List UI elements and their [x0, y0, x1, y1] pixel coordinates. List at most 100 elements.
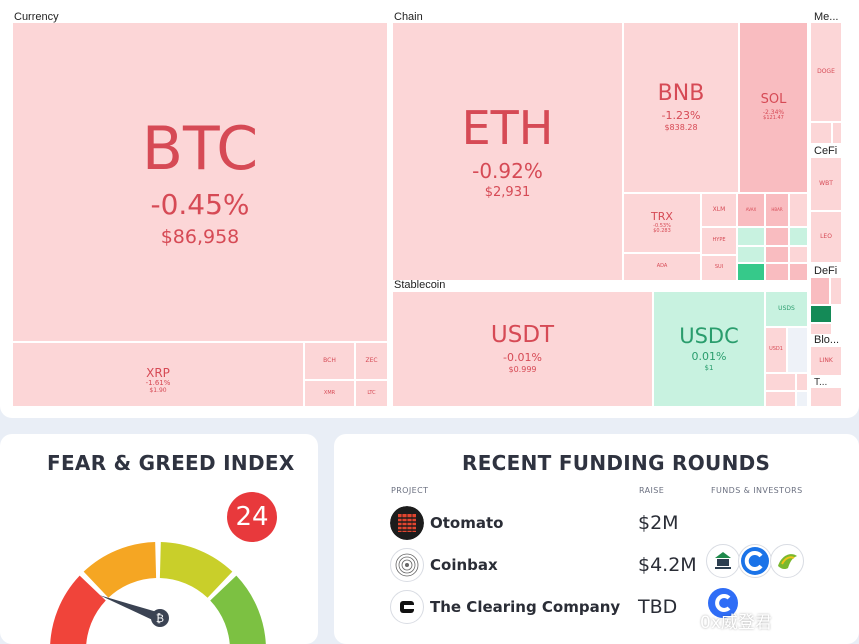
- section-label-more: T...: [814, 377, 828, 388]
- funding-title: RECENT FUNDING ROUNDS: [462, 451, 771, 475]
- tile-xmr-symbol: XMR: [323, 389, 336, 396]
- investor-c-logo[interactable]: [738, 544, 772, 578]
- gauge-segment: [83, 542, 157, 598]
- tile-xrp[interactable]: XRP -1.61% $1.90: [13, 343, 303, 406]
- tile-defi-small-1[interactable]: [811, 278, 829, 304]
- tile-defi-small-2[interactable]: [831, 278, 841, 304]
- tile-sui-symbol: SUI: [714, 264, 724, 271]
- tile-avax[interactable]: AVAX: [738, 194, 764, 226]
- tile-stable-small-5[interactable]: [797, 392, 807, 406]
- fear-greed-title: FEAR & GREED INDEX: [47, 451, 295, 475]
- project-name[interactable]: The Clearing Company: [430, 598, 621, 616]
- tile-chain-small-9[interactable]: [766, 264, 788, 280]
- raise-amount: $4.2M: [638, 554, 697, 576]
- tile-stable-small-1[interactable]: [788, 328, 807, 372]
- tile-ada-symbol: ADA: [656, 263, 668, 270]
- section-label-defi: DeFi: [814, 265, 838, 277]
- tile-sol-symbol: SOL: [760, 92, 787, 108]
- tile-chain-small-1[interactable]: [790, 194, 807, 226]
- tile-bnb-symbol: BNB: [657, 81, 705, 107]
- tile-hype-symbol: HYPE: [712, 237, 726, 244]
- tile-trx-price: $0.283: [653, 228, 671, 235]
- tile-wbt[interactable]: WBT: [811, 158, 841, 210]
- watermark-text: 0x威登君: [700, 613, 772, 633]
- raise-amount: TBD: [638, 596, 678, 618]
- tile-bnb[interactable]: BNB -1.23% $838.28: [624, 23, 738, 192]
- tile-btc-price: $86,958: [160, 225, 240, 248]
- tile-usds-symbol: USDS: [778, 304, 795, 312]
- clearing-company-logo[interactable]: [390, 590, 424, 624]
- tile-doge[interactable]: DOGE: [811, 23, 841, 121]
- tile-usdc[interactable]: USDC 0.01% $1: [654, 292, 764, 406]
- tile-chain-small-6[interactable]: [766, 247, 788, 262]
- tile-stable-small-2[interactable]: [766, 374, 795, 390]
- tile-chain-small-4[interactable]: [790, 228, 807, 245]
- tile-sol-change: -2.34%: [762, 108, 785, 116]
- tile-chain-small-3[interactable]: [766, 228, 788, 245]
- tile-chain-small-5[interactable]: [738, 247, 764, 262]
- tile-usdc-change: 0.01%: [691, 350, 727, 364]
- gauge-needle-pointer: [99, 595, 162, 623]
- tile-meme-small-2[interactable]: [833, 123, 841, 143]
- tile-eth[interactable]: ETH -0.92% $2,931: [393, 23, 622, 280]
- tile-usdc-symbol: USDC: [679, 324, 739, 349]
- tile-chain-small-10[interactable]: [790, 264, 807, 280]
- tile-bch[interactable]: BCH: [305, 343, 354, 379]
- section-label-meme: Me...: [814, 11, 839, 23]
- tile-usds[interactable]: USDS: [766, 292, 807, 326]
- tile-defi-small-3[interactable]: [811, 306, 831, 322]
- tile-zec[interactable]: ZEC: [356, 343, 387, 379]
- tile-xlm-symbol: XLM: [712, 205, 726, 213]
- tile-more-small-1[interactable]: [811, 388, 841, 406]
- gauge-segment: [210, 575, 266, 644]
- tile-chain-small-2[interactable]: [738, 228, 764, 245]
- tile-stable-small-3[interactable]: [797, 374, 807, 390]
- gauge-needle: ₿: [99, 595, 169, 627]
- tile-btc-symbol: BTC: [141, 114, 259, 185]
- tile-trx-symbol: TRX: [651, 210, 673, 224]
- tile-chain-small-8[interactable]: [738, 264, 764, 280]
- tile-leo[interactable]: LEO: [811, 212, 841, 262]
- tile-xrp-change: -1.61%: [145, 378, 171, 387]
- tile-btc[interactable]: BTC -0.45% $86,958: [13, 23, 387, 341]
- section-label-cefi: CeFi: [814, 145, 838, 157]
- column-header-investors: FUNDS & INVESTORS: [711, 486, 803, 495]
- tile-trx-change: -0.53%: [653, 222, 671, 229]
- column-header-project: PROJECT: [391, 486, 429, 495]
- tile-chain-small-7[interactable]: [790, 247, 807, 262]
- tile-btc-change: -0.45%: [150, 188, 250, 222]
- otomato-logo[interactable]: [390, 506, 424, 540]
- coinbax-logo[interactable]: [390, 548, 424, 582]
- tile-usdt[interactable]: USDT -0.01% $0.999: [393, 292, 652, 406]
- investor-bird-logo[interactable]: [770, 544, 804, 578]
- tile-meme-small-1[interactable]: [811, 123, 831, 143]
- project-name[interactable]: Coinbax: [430, 556, 498, 574]
- tile-doge-symbol: DOGE: [817, 67, 835, 75]
- tile-ltc[interactable]: LTC: [356, 381, 387, 406]
- tile-sui[interactable]: SUI: [702, 256, 736, 280]
- investor-banktech-logo[interactable]: [706, 544, 740, 578]
- tile-ada[interactable]: ADA: [624, 254, 700, 280]
- tile-zec-symbol: ZEC: [365, 356, 378, 364]
- column-header-raise: RAISE: [639, 486, 665, 495]
- tile-hbar[interactable]: HBAR: [766, 194, 788, 226]
- section-label-blockchain: Blo...: [814, 334, 840, 346]
- tile-xmr[interactable]: XMR: [305, 381, 354, 406]
- tile-trx[interactable]: TRX -0.53% $0.283: [624, 194, 700, 252]
- tile-link[interactable]: LINK: [811, 347, 841, 375]
- bitcoin-icon-glyph: ₿: [156, 612, 164, 625]
- tile-link-symbol: LINK: [819, 356, 833, 364]
- tile-xlm[interactable]: XLM: [702, 194, 736, 226]
- fear-greed-value-badge: 24: [227, 492, 277, 542]
- tile-hype[interactable]: HYPE: [702, 228, 736, 254]
- gauge-segment: [50, 575, 106, 644]
- tile-sol[interactable]: SOL -2.34% $121.47: [740, 23, 807, 192]
- tile-usd1[interactable]: USD1: [766, 328, 786, 372]
- tile-stable-small-4[interactable]: [766, 392, 795, 406]
- tile-usd1-symbol: USD1: [769, 346, 783, 353]
- project-name[interactable]: Otomato: [430, 514, 504, 532]
- tile-defi-small-4[interactable]: [811, 324, 831, 334]
- tile-hbar-symbol: HBAR: [771, 206, 783, 212]
- tile-bnb-price: $838.28: [664, 122, 698, 132]
- investor-coinbase-logo[interactable]: [706, 586, 740, 620]
